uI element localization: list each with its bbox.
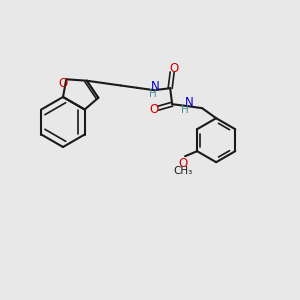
Text: H: H	[181, 105, 189, 115]
Text: O: O	[59, 77, 68, 90]
Text: O: O	[169, 62, 179, 75]
Text: CH₃: CH₃	[173, 166, 193, 176]
Text: N: N	[151, 80, 160, 93]
Text: O: O	[149, 103, 159, 116]
Text: N: N	[185, 96, 194, 109]
Text: O: O	[178, 157, 188, 170]
Text: H: H	[149, 89, 157, 99]
